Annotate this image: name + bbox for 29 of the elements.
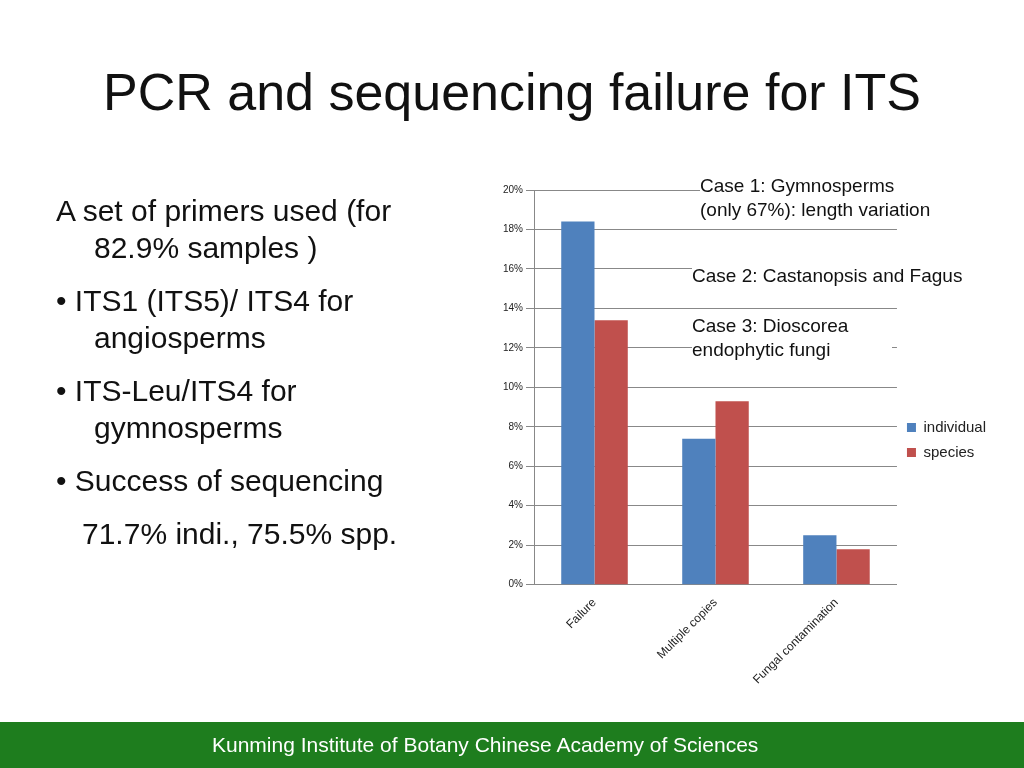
- text: • ITS1 (ITS5)/ ITS4 for angiosperms: [56, 283, 355, 356]
- y-tick-label: 0%: [508, 578, 524, 590]
- annotation: Case 2: Castanopsis and Fagus: [692, 264, 1012, 288]
- chart-title: PCR and sequencing failure for ITS: [102, 62, 922, 122]
- y-tick-label: 10%: [503, 381, 524, 393]
- bar: [594, 320, 628, 585]
- text: • Success of sequencing: [56, 463, 385, 499]
- bar: [715, 401, 749, 585]
- y-tick-label: 6%: [508, 460, 524, 472]
- annotation: Case 1: Gymnosperms (only 67%): length variation: [700, 174, 940, 222]
- text: 71.7% indi., 75.5% spp.: [81, 516, 399, 552]
- annotation: Case 3: Dioscorea endophytic fungi: [692, 314, 892, 362]
- y-tick-label: 14%: [503, 302, 524, 314]
- text: • ITS-Leu/ITS4 for gymnosperms: [56, 373, 298, 446]
- bar: [682, 438, 716, 585]
- y-tick-label: 16%: [503, 262, 524, 274]
- y-tick-label: 8%: [508, 420, 524, 432]
- y-tick-label: 18%: [503, 223, 524, 235]
- bar: [561, 221, 595, 585]
- y-tick-label: 4%: [508, 499, 524, 511]
- y-tick-label: 20%: [503, 183, 524, 195]
- bar: [836, 549, 870, 585]
- text: A set of primers used (for 82.9% samples ): [56, 193, 393, 266]
- y-tick-label: 2%: [508, 538, 524, 550]
- bar: [803, 535, 837, 585]
- text: Kunming Institute of Botany Chinese Academy of Sciences: [212, 733, 759, 757]
- y-tick-label: 12%: [503, 341, 524, 353]
- legend-label: species: [923, 442, 975, 460]
- legend-label: individual: [923, 417, 987, 435]
